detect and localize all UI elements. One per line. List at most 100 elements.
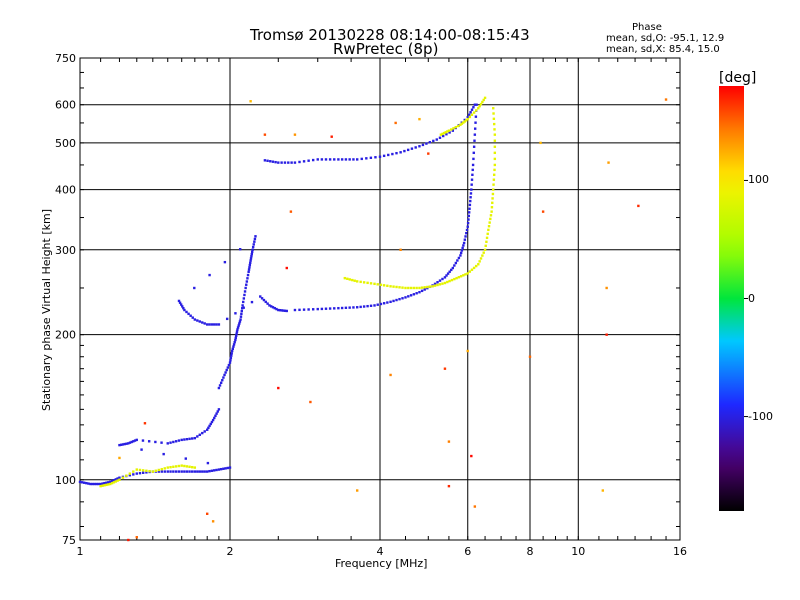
- data-point: [469, 111, 472, 114]
- data-point: [394, 121, 397, 125]
- data-point: [203, 430, 206, 433]
- data-point: [340, 158, 344, 161]
- data-point: [180, 470, 183, 473]
- data-point: [470, 454, 473, 458]
- data-point: [362, 305, 366, 308]
- data-point: [399, 248, 402, 252]
- data-point: [450, 278, 454, 282]
- data-point: [343, 276, 347, 280]
- data-point: [208, 469, 211, 473]
- chart-title: Tromsø 20130228 08:14:00-08:15:43: [250, 26, 530, 44]
- data-point: [249, 261, 252, 265]
- data-point: [404, 296, 407, 299]
- data-point: [128, 441, 132, 444]
- data-point: [196, 470, 199, 473]
- data-point: [213, 416, 216, 420]
- data-point: [205, 323, 209, 326]
- data-point: [415, 292, 418, 295]
- data-point: [178, 301, 182, 304]
- data-point: [109, 482, 112, 486]
- data-point: [183, 308, 186, 312]
- data-point: [208, 424, 211, 428]
- data-point: [215, 412, 218, 415]
- data-point: [177, 470, 181, 473]
- data-point: [293, 308, 297, 312]
- data-point: [447, 129, 451, 132]
- data-point: [382, 154, 386, 158]
- data-point: [467, 218, 470, 221]
- data-point: [491, 197, 494, 200]
- data-point: [340, 306, 344, 310]
- data-point: [215, 468, 218, 472]
- data-point: [410, 147, 414, 150]
- data-point: [403, 149, 406, 153]
- data-point: [470, 183, 473, 186]
- data-point: [637, 204, 640, 208]
- data-point: [468, 270, 472, 273]
- data-point: [382, 302, 386, 305]
- data-point: [467, 214, 471, 218]
- data-point: [353, 279, 356, 282]
- y-tick-label: 750: [55, 52, 76, 65]
- data-point: [193, 286, 196, 290]
- data-point: [392, 285, 395, 288]
- data-point: [459, 251, 463, 255]
- data-point: [406, 148, 410, 152]
- data-point: [174, 470, 178, 473]
- data-point: [320, 158, 324, 161]
- data-point: [128, 472, 132, 475]
- data-point: [193, 436, 197, 440]
- data-point: [242, 300, 245, 304]
- data-point: [277, 386, 280, 390]
- data-point: [249, 257, 253, 260]
- data-point: [132, 473, 135, 476]
- data-point: [243, 290, 247, 293]
- data-point: [110, 481, 114, 485]
- data-point: [223, 260, 227, 264]
- data-point: [443, 367, 447, 370]
- data-point: [125, 442, 128, 445]
- data-point: [426, 285, 429, 289]
- data-point: [233, 340, 236, 344]
- data-point: [462, 244, 465, 247]
- data-point: [214, 414, 217, 417]
- data-point: [240, 312, 243, 316]
- data-point: [116, 477, 119, 480]
- data-point: [493, 157, 497, 161]
- data-point: [469, 196, 472, 199]
- data-point: [141, 439, 145, 442]
- data-point: [120, 443, 123, 446]
- data-point: [407, 286, 410, 290]
- data-point: [232, 343, 236, 346]
- data-point: [541, 210, 545, 213]
- data-point: [528, 355, 532, 358]
- data-point: [355, 280, 359, 283]
- data-point: [234, 336, 237, 340]
- data-point: [447, 440, 451, 443]
- data-point: [248, 266, 251, 269]
- data-point: [203, 322, 206, 325]
- x-tick-label: 6: [464, 545, 471, 558]
- x-tick-label: 2: [227, 545, 234, 558]
- data-point: [230, 352, 233, 355]
- data-point: [333, 307, 336, 310]
- x-tick-label: 4: [377, 545, 384, 558]
- data-point: [263, 133, 267, 136]
- y-tick-label: 300: [55, 244, 76, 257]
- data-point: [251, 248, 254, 252]
- data-point: [492, 188, 495, 191]
- phase-legend-title: Phase: [632, 22, 662, 33]
- data-point: [188, 465, 191, 468]
- data-point: [127, 442, 130, 445]
- data-point: [127, 538, 130, 542]
- data-point: [249, 259, 252, 262]
- data-point: [448, 131, 451, 134]
- data-point: [391, 152, 394, 156]
- data-point: [290, 161, 293, 164]
- data-point: [471, 163, 475, 167]
- data-point: [191, 437, 194, 440]
- data-point: [227, 363, 231, 367]
- data-point: [445, 133, 448, 136]
- data-point: [121, 443, 125, 446]
- data-point: [234, 338, 237, 342]
